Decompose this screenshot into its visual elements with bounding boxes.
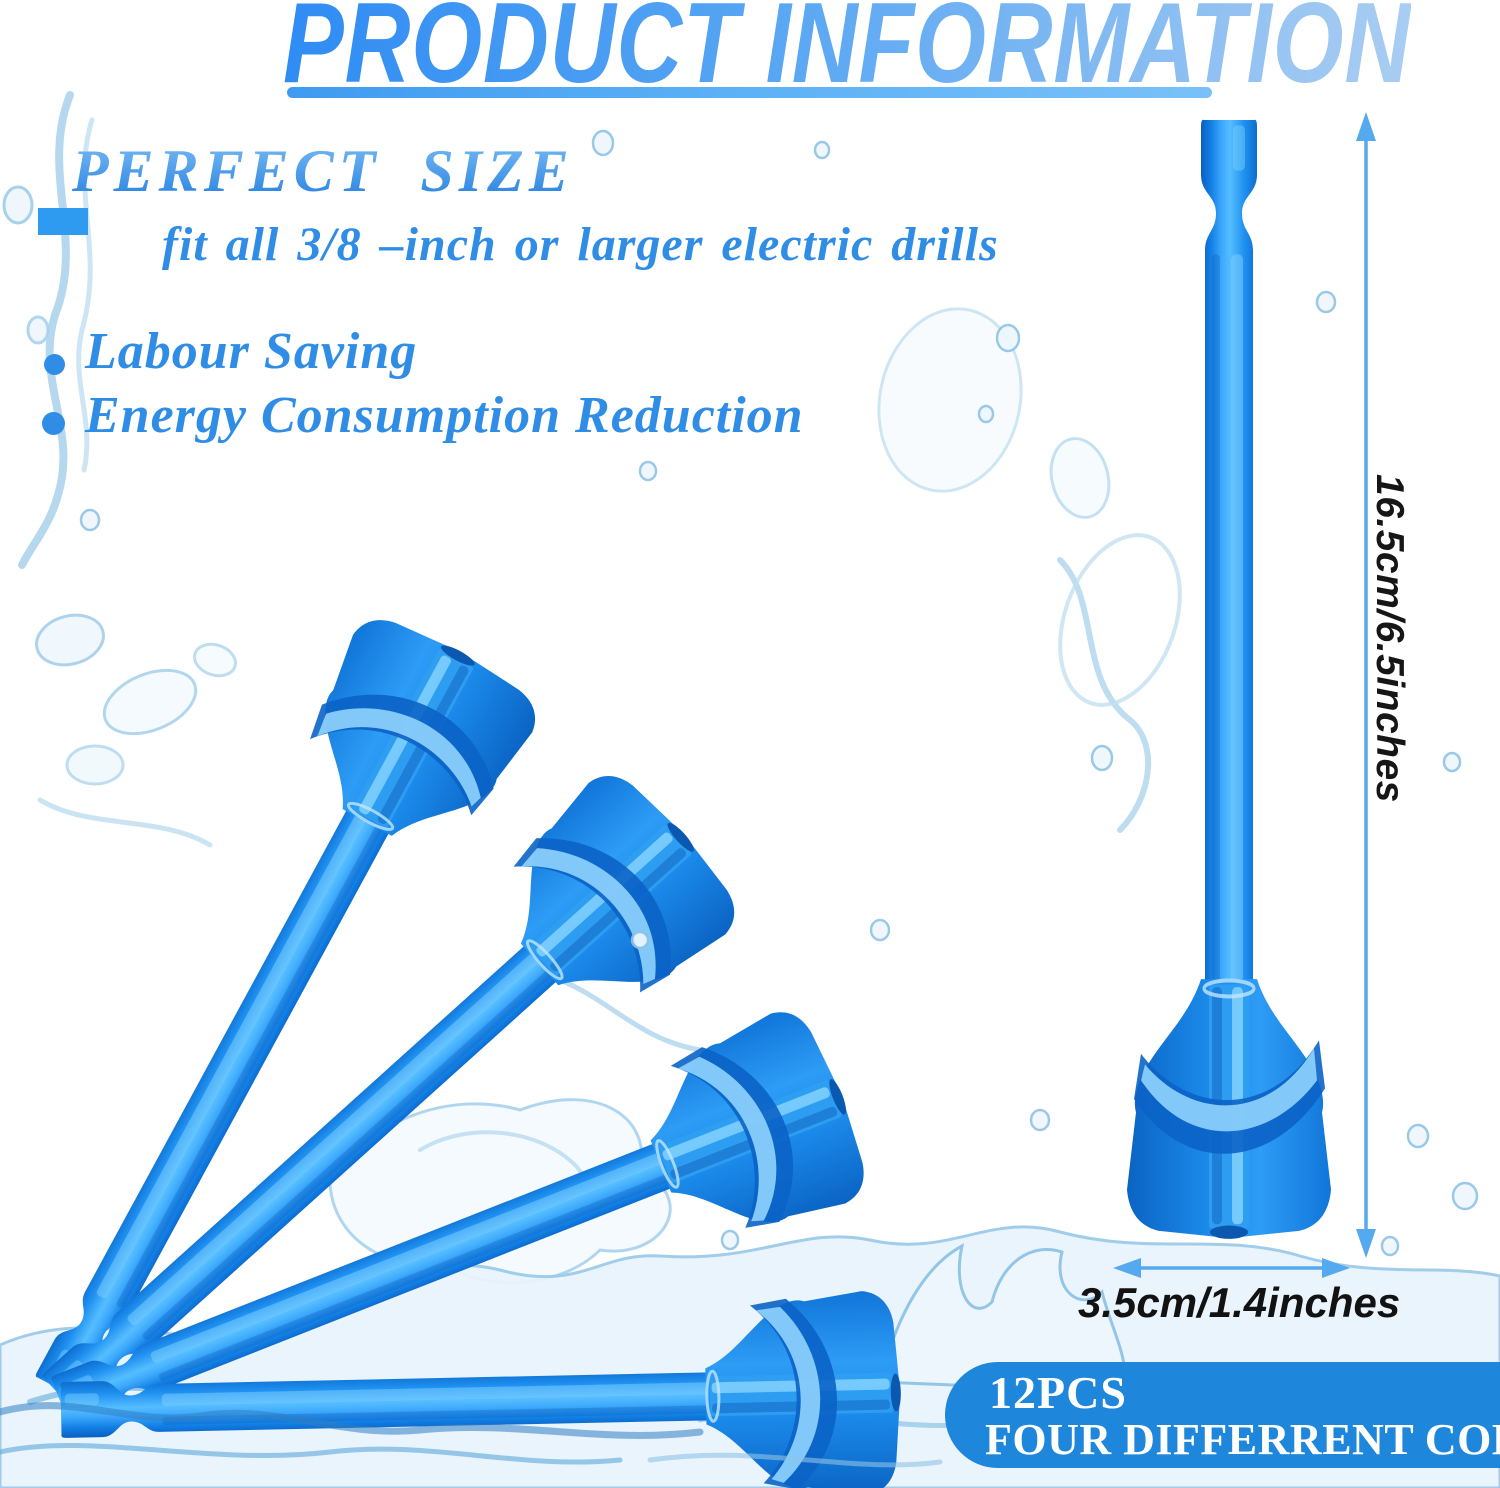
perfect-size-heading: PERFECT SIZE (72, 138, 574, 204)
vertical-paint-mixer (1125, 117, 1333, 1241)
width-dimension-arrow (1113, 1258, 1350, 1278)
feature-bullet-energy-reduction: Energy Consumption Reduction (85, 387, 804, 444)
badge-colors-line: FOUR DIFFERRENT COLORS (985, 1415, 1500, 1464)
fit-description: fit all 3/8 –inch or larger electric dri… (162, 218, 999, 271)
water-splash-foreground (0, 1402, 943, 1468)
width-dimension-label: 3.5cm/1.4inches (1078, 1279, 1401, 1326)
heading-accent-rect (38, 208, 88, 235)
height-dimension-label: 16.5cm/6.5inches (1368, 474, 1411, 803)
feature-bullet-labour-saving: Labour Saving (85, 323, 418, 380)
badge-quantity: 12PCS (989, 1367, 1127, 1418)
water-droplets (79, 129, 1479, 1257)
bullet-dot (44, 354, 65, 375)
height-dimension-arrow (1356, 112, 1376, 1258)
quantity-badge: 12PCS FOUR DIFFERRENT COLORS (945, 1362, 1500, 1468)
title-underline-bar (287, 87, 1212, 98)
page-title: PRODUCT INFORMATION (283, 0, 1411, 104)
bullet-dot (42, 412, 65, 435)
